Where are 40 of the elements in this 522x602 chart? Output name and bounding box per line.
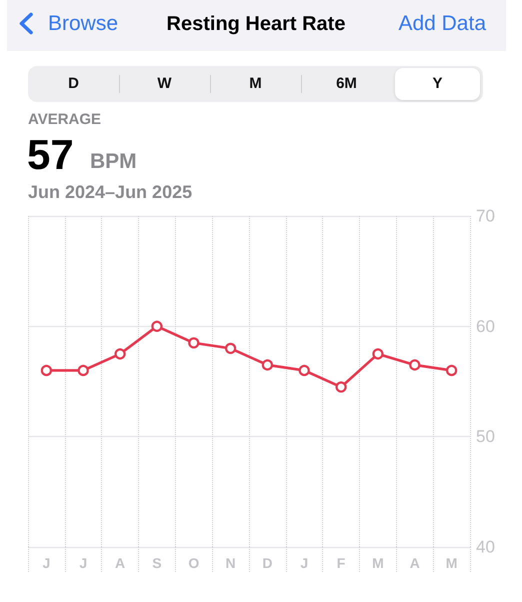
- x-tick-label: A: [115, 555, 126, 571]
- point: [114, 348, 126, 360]
- x-tick-label: A: [410, 555, 420, 571]
- point: [409, 359, 420, 371]
- text: 57: [27, 131, 74, 178]
- x-tick-label: O: [188, 555, 200, 571]
- point: [40, 364, 52, 376]
- text: D: [67, 75, 80, 93]
- text: 6M: [335, 75, 358, 93]
- text: M: [248, 75, 263, 93]
- point: [224, 342, 236, 354]
- text: W: [156, 75, 173, 93]
- point: [78, 364, 89, 376]
- chart-title: Resting Heart Rate: [166, 13, 346, 35]
- point: [262, 359, 274, 371]
- text: BPM: [90, 150, 137, 174]
- x-tick-label: J: [79, 555, 88, 571]
- text: AVERAGE: [28, 111, 102, 129]
- text: Browse: [48, 11, 118, 37]
- x-tick-label: F: [336, 555, 346, 571]
- x-tick-label: S: [152, 555, 162, 571]
- point: [335, 381, 347, 393]
- point: [298, 364, 310, 376]
- point: [372, 348, 384, 360]
- y-tick-label: 40: [476, 538, 495, 556]
- point: [151, 320, 163, 332]
- x-tick-label: N: [226, 555, 236, 571]
- text: Y: [431, 75, 444, 93]
- x-tick-label: D: [262, 555, 272, 571]
- x-tick-label: J: [42, 555, 50, 571]
- text: Add Data: [398, 11, 486, 37]
- x-tick-label: M: [446, 555, 458, 571]
- x-tick-label: M: [372, 555, 384, 571]
- x-tick-label: J: [300, 555, 308, 571]
- y-tick-label: 50: [476, 427, 495, 446]
- chart-subtitle: Jun 2024–Jun 2025: [28, 181, 192, 203]
- point: [188, 337, 200, 348]
- y-tick-label: 60: [476, 316, 495, 336]
- point: [446, 364, 458, 376]
- y-tick-label: 70: [476, 206, 495, 226]
